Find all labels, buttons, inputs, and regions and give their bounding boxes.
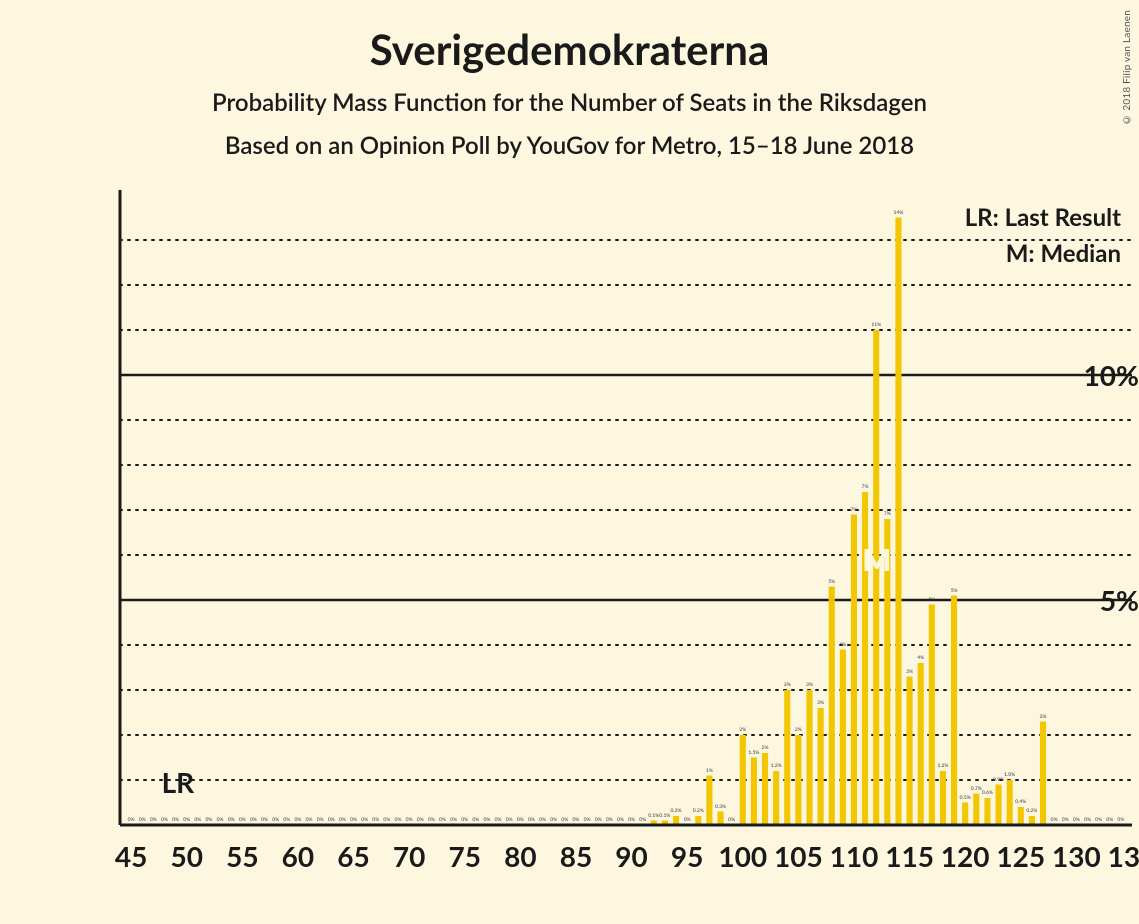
x-axis-label: 135 (1108, 839, 1139, 873)
x-axis-label: 130 (1052, 839, 1101, 873)
bar (929, 605, 935, 826)
bar (762, 753, 768, 825)
bar (862, 492, 868, 825)
bar (773, 771, 779, 825)
chart-container: Sverigedemokraterna Probability Mass Fun… (0, 0, 1139, 924)
y-axis-label: 10% (1031, 358, 1139, 392)
bar (840, 650, 846, 826)
x-axis-label: 115 (885, 839, 934, 873)
x-axis-label: 95 (671, 839, 703, 873)
bar (918, 663, 924, 825)
bar (818, 708, 824, 825)
x-axis-label: 125 (996, 839, 1045, 873)
bar (851, 515, 857, 826)
bar (907, 677, 913, 826)
bar (806, 690, 812, 825)
bar (884, 519, 890, 825)
x-axis-label: 55 (226, 839, 258, 873)
bar (740, 735, 746, 825)
x-axis-label: 45 (115, 839, 147, 873)
x-axis-label: 100 (718, 839, 767, 873)
x-axis-label: 90 (615, 839, 647, 873)
x-axis-label: 65 (337, 839, 369, 873)
bar (984, 798, 990, 825)
bar (951, 596, 957, 826)
bar (995, 785, 1001, 826)
bar (895, 218, 901, 826)
x-axis-label: 70 (393, 839, 425, 873)
bar (1007, 780, 1013, 825)
bar (706, 776, 712, 826)
x-axis-label: 110 (830, 839, 879, 873)
y-axis-label: 5% (1031, 583, 1139, 617)
bar (717, 812, 723, 826)
bar (973, 794, 979, 826)
bar (1040, 722, 1046, 826)
x-axis-label: 75 (448, 839, 480, 873)
x-axis-label: 60 (282, 839, 314, 873)
bar (784, 690, 790, 825)
lr-marker-label: LR (162, 765, 195, 799)
x-axis-label: 85 (560, 839, 592, 873)
x-axis-label: 120 (941, 839, 990, 873)
bar (940, 771, 946, 825)
bar (751, 758, 757, 826)
x-axis-label: 105 (774, 839, 823, 873)
bar (962, 803, 968, 826)
x-axis-label: 50 (170, 839, 202, 873)
bar (795, 735, 801, 825)
bar (829, 587, 835, 826)
bar (1018, 807, 1024, 825)
bar (873, 330, 879, 825)
x-axis-label: 80 (504, 839, 536, 873)
